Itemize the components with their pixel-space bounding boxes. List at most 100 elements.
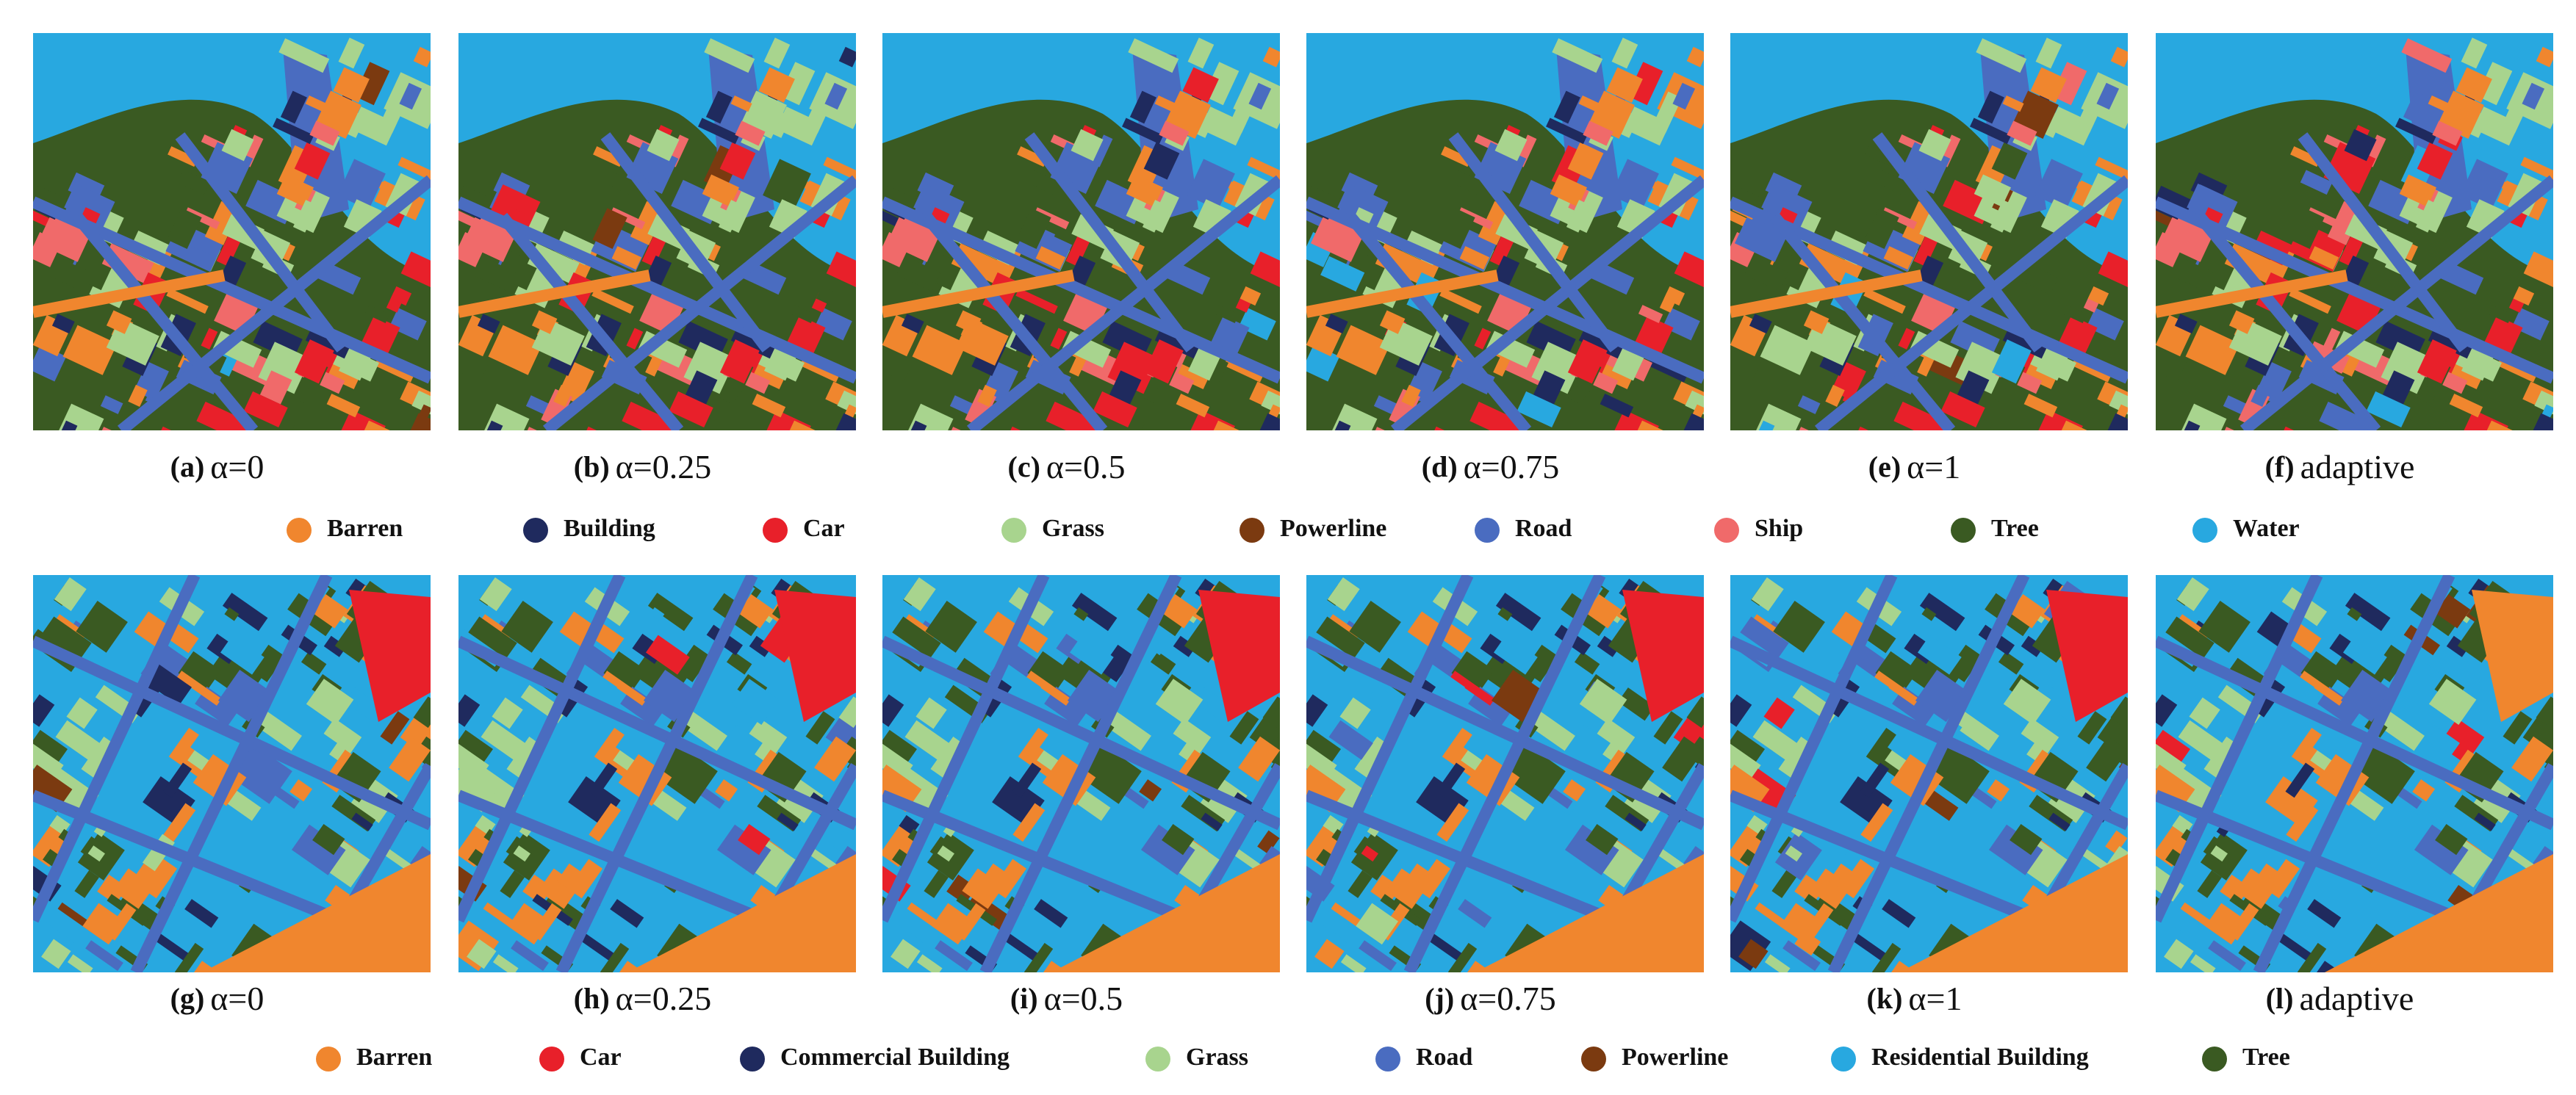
- segment-blob: [2456, 67, 2492, 103]
- segment-blob: [168, 624, 199, 654]
- segment-blob: [1618, 687, 1655, 721]
- segment-blob: [1469, 401, 1524, 430]
- segment-blob: [1314, 939, 1345, 969]
- segment-blob: [1810, 868, 1852, 909]
- segment-blob: [1988, 824, 2043, 875]
- segment-blob: [2205, 903, 2248, 945]
- segment-blob: [2156, 694, 2178, 727]
- spacer: [1038, 995, 1044, 1008]
- segment-blob: [400, 706, 431, 766]
- road-segment: [33, 635, 431, 831]
- road-segment: [2156, 196, 2553, 384]
- segment-blob: [2536, 696, 2553, 729]
- road-segment: [458, 196, 856, 384]
- segment-blob: [2412, 779, 2436, 802]
- barren-field: [202, 854, 431, 972]
- segment-blob: [1459, 246, 1490, 270]
- segment-blob: [1744, 256, 1789, 292]
- segment-blob: [1672, 82, 1696, 110]
- segment-blob: [163, 803, 196, 842]
- segment-blob: [2342, 635, 2387, 675]
- legend-label: Road: [1416, 1044, 1473, 1071]
- segment-blob: [1685, 390, 1704, 415]
- segment-blob: [309, 120, 340, 146]
- segment-blob: [2474, 812, 2496, 831]
- road-segment: [1403, 575, 1606, 972]
- segment-blob: [390, 286, 412, 306]
- segment-blob: [937, 845, 954, 862]
- segment-blob: [1786, 427, 1832, 430]
- panel-caption: (g) α=0: [170, 980, 265, 1017]
- segment-blob: [2181, 403, 2227, 430]
- segment-blob: [1611, 37, 1638, 69]
- road-segment: [2156, 635, 2553, 831]
- segment-blob: [174, 942, 204, 972]
- segment-blob: [1104, 709, 1151, 751]
- segment-blob: [2235, 868, 2277, 909]
- segment-blob: [1764, 954, 1791, 972]
- segment-blob: [400, 251, 431, 289]
- segment-blob: [1336, 325, 1391, 375]
- segment-blob: [907, 403, 954, 430]
- segment-blob: [2449, 393, 2483, 418]
- segment-blob: [2228, 310, 2255, 334]
- segment-blob: [1893, 401, 1948, 430]
- spacer: [1902, 995, 1908, 1008]
- segment-blob: [1523, 644, 1559, 682]
- segment-blob: [592, 208, 627, 250]
- segment-blob: [41, 939, 71, 969]
- segment-blob: [312, 823, 345, 856]
- panel-param: adaptive: [2299, 980, 2414, 1017]
- segment-blob: [1362, 427, 1408, 430]
- segment-blob: [816, 286, 838, 306]
- segment-blob: [685, 370, 718, 405]
- segment-blob: [2511, 736, 2553, 782]
- segment-blob: [1099, 644, 1135, 682]
- road-segment: [555, 575, 758, 972]
- segment-blob: [458, 210, 478, 228]
- segment-blob: [196, 401, 251, 430]
- segment-blob: [1990, 724, 2034, 770]
- segment-blob: [1566, 724, 1611, 770]
- segment-blob: [1738, 939, 1769, 969]
- legend-swatch: [316, 1047, 341, 1071]
- segment-blob: [610, 207, 646, 230]
- panel-caption: (i) α=0.5: [1010, 980, 1123, 1017]
- segment-blob: [1261, 390, 1280, 415]
- road-segment: [2253, 575, 2456, 972]
- road-segment: [921, 212, 1108, 430]
- segment-blob: [1450, 671, 1495, 706]
- segment-blob: [2476, 62, 2513, 106]
- segment-blob: [337, 159, 386, 210]
- segment-blob: [33, 694, 55, 727]
- segment-blob: [610, 899, 644, 928]
- road-segment: [2195, 212, 2381, 430]
- legend-label: Residential Building: [1871, 1044, 2089, 1071]
- segment-blob: [1162, 823, 1195, 856]
- segment-blob: [1780, 903, 1822, 945]
- barren-field: [1475, 854, 1704, 972]
- segment-blob: [1882, 899, 1916, 928]
- legend-label: Water: [2233, 515, 2300, 542]
- segment-blob: [1466, 754, 1520, 806]
- segment-blob: [1109, 370, 1142, 405]
- segment-blob: [1370, 874, 1401, 905]
- segment-blob: [1752, 420, 1775, 430]
- segment-blob: [292, 200, 318, 233]
- segment-blob: [790, 305, 816, 324]
- road-segment: [1345, 212, 1532, 430]
- segment-blob: [814, 308, 852, 341]
- segment-blob: [37, 212, 93, 262]
- segment-blob: [2290, 624, 2322, 654]
- segment-blob: [611, 246, 642, 270]
- legend-swatch: [1475, 518, 1500, 543]
- panel-param: α=0.25: [616, 448, 712, 485]
- panel-param: α=0.75: [1460, 980, 1556, 1017]
- spacer: [204, 995, 210, 1008]
- road-segment: [2239, 175, 2553, 430]
- legend-swatch: [2192, 518, 2217, 543]
- segment-blob: [2086, 736, 2128, 782]
- segment-blob: [2300, 651, 2344, 693]
- segment-blob: [2372, 644, 2408, 682]
